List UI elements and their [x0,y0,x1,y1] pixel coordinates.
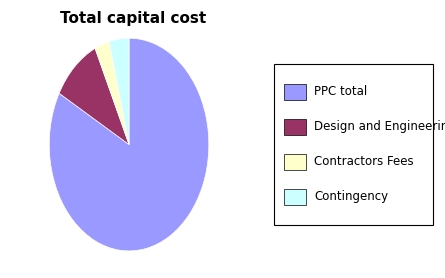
Text: Contingency: Contingency [314,190,388,203]
Ellipse shape [59,127,199,216]
Text: Design and Engineering: Design and Engineering [314,120,445,133]
Bar [284,84,306,100]
Ellipse shape [59,136,199,226]
Text: PPC total: PPC total [314,85,368,98]
Bar [284,154,306,170]
Text: Contractors Fees: Contractors Fees [314,155,414,168]
Ellipse shape [59,125,199,215]
Wedge shape [109,38,129,145]
Ellipse shape [59,131,199,220]
Wedge shape [49,38,209,251]
Ellipse shape [59,134,199,224]
Ellipse shape [59,125,199,214]
Ellipse shape [59,119,199,208]
Wedge shape [59,48,129,145]
Ellipse shape [59,128,199,217]
Polygon shape [59,142,199,208]
Ellipse shape [59,123,199,212]
Ellipse shape [59,137,199,226]
Bar [284,119,306,135]
Ellipse shape [59,122,199,212]
Ellipse shape [59,121,199,210]
Wedge shape [95,41,129,145]
Ellipse shape [59,123,199,213]
Ellipse shape [59,129,199,219]
Ellipse shape [59,130,199,220]
Text: Total capital cost: Total capital cost [61,11,206,26]
Ellipse shape [59,138,199,227]
Ellipse shape [59,136,199,225]
Ellipse shape [59,120,199,209]
Ellipse shape [59,119,199,208]
Ellipse shape [59,127,199,217]
Ellipse shape [59,133,199,222]
Ellipse shape [59,120,199,210]
Ellipse shape [59,138,199,227]
Ellipse shape [59,124,199,214]
Ellipse shape [59,130,199,219]
Ellipse shape [59,126,199,215]
Ellipse shape [59,129,199,218]
Ellipse shape [59,135,199,224]
Bar [284,189,306,205]
Ellipse shape [59,132,199,221]
Ellipse shape [59,134,199,223]
Ellipse shape [59,132,199,222]
Ellipse shape [59,121,199,211]
